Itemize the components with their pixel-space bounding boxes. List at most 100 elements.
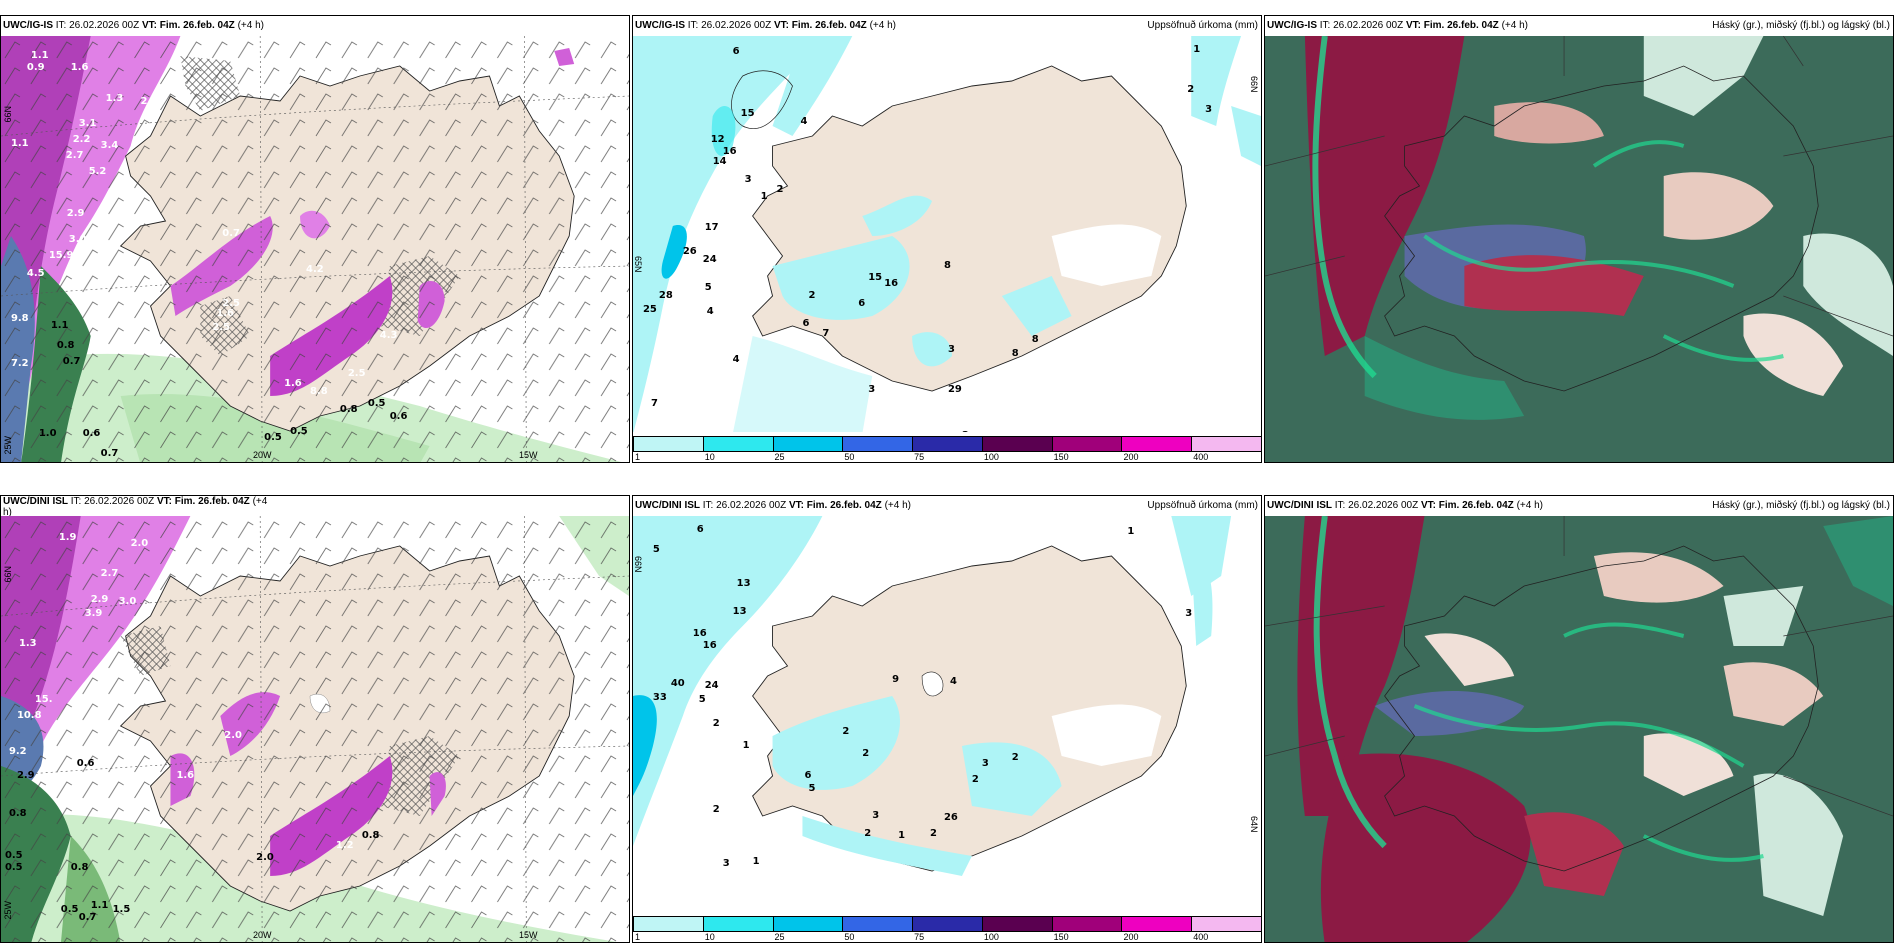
precip-label: 8: [944, 260, 951, 271]
snow-label: 0.5: [368, 398, 386, 409]
snow-label: 0.5: [264, 432, 282, 443]
snow-label: 0.5: [5, 850, 23, 861]
snow-label: 9.8: [11, 313, 29, 324]
clouds-map: [1265, 516, 1893, 942]
precip-label: 2: [962, 430, 969, 434]
precip-label: 16: [703, 640, 717, 651]
snow-label: 0.8: [340, 404, 358, 415]
precip-label: 1: [1193, 44, 1200, 55]
colorbar-tick: 10: [704, 452, 715, 462]
precip-label: 16: [723, 146, 737, 157]
snow-label: 7.2: [11, 358, 29, 369]
precip-label: 5: [808, 783, 815, 794]
colorbar-tick: 50: [844, 452, 855, 462]
snow-label: 3.1: [79, 118, 97, 129]
precip-label: 1: [753, 856, 760, 867]
panel-clouds-dini: UWC/DINI ISL IT: 26.02.2026 00Z VT: Fim.…: [1264, 495, 1894, 943]
colorbar-swatch: [772, 916, 844, 932]
precip-label: 2: [864, 828, 871, 839]
precip-label: 3: [982, 758, 989, 769]
precip-label: 6: [733, 46, 740, 57]
colorbar-tick: 200: [1123, 452, 1139, 462]
lon-label: 20W: [253, 930, 272, 940]
precip-label: 26: [683, 246, 697, 257]
precip-label: 2: [842, 726, 849, 737]
precip-label: 7: [651, 398, 658, 409]
precip-label: 28: [659, 290, 673, 301]
snow-label: 0.7: [63, 356, 81, 367]
precip-colorbar: 1 10 25 50 75 100 150 200 400: [633, 912, 1261, 942]
panel-clouds-ig-is: UWC/IG-IS IT: 26.02.2026 00Z VT: Fim. 26…: [1264, 15, 1894, 463]
snow-label: 0.6: [390, 411, 408, 422]
precip-label: 25: [643, 304, 657, 315]
snow-label: 4.2: [306, 264, 324, 275]
snow-label: 1.1: [91, 900, 109, 911]
precip-label: 3: [745, 174, 752, 185]
precipitation-map: 6 5 13 16 13 16 40 33 24 5 2 1 2 6 5 9 4…: [633, 516, 1261, 914]
precip-label: 40: [671, 678, 685, 689]
snow-label: 2.3: [141, 96, 159, 107]
lon-label: 25W: [3, 901, 13, 920]
lon-label: 15W: [519, 930, 538, 940]
colorbar-tick: 75: [914, 932, 925, 942]
precip-label: 14: [713, 156, 727, 167]
snow-label: 3.4: [101, 140, 119, 151]
snow-label: 2.7: [101, 568, 119, 579]
precip-label: 15: [868, 272, 882, 283]
precip-label: 2: [713, 718, 720, 729]
snow-label: 0.8: [57, 340, 75, 351]
colorbar-swatch: [842, 916, 914, 932]
snow-label: 1.2: [336, 840, 354, 851]
precip-label: 3: [1185, 608, 1192, 619]
precip-label: 24: [703, 254, 717, 265]
snow-label: 3.0: [69, 234, 87, 245]
colorbar-swatch: [1121, 436, 1193, 452]
snow-label: 2.5: [348, 368, 366, 379]
snow-label: 2.7: [66, 150, 84, 161]
precip-label: 12: [711, 134, 725, 145]
snow-label: 10.8: [17, 710, 42, 721]
colorbar-swatch: [842, 436, 914, 452]
colorbar-swatch: [981, 436, 1053, 452]
panel-snow-wind-dini: UWC/DINI ISL IT: 26.02.2026 00Z VT: Fim.…: [0, 495, 630, 943]
snow-label: 2.9: [91, 594, 109, 605]
precip-label: 6: [858, 298, 865, 309]
colorbar-tick: 1: [635, 932, 641, 942]
snow-label: 1.3: [19, 638, 37, 649]
lat-label: 65N: [633, 256, 643, 273]
precip-label: 4: [707, 306, 714, 317]
precip-label: 29: [948, 384, 962, 395]
colorbar-swatch: [1051, 916, 1123, 932]
snow-label: 2.9: [67, 208, 85, 219]
precip-label: 3: [872, 810, 879, 821]
precip-label: 3: [868, 384, 875, 395]
snow-label: 4.3: [380, 330, 398, 341]
snow-label: 2.2: [73, 134, 91, 145]
colorbar-tick: 200: [1123, 932, 1139, 942]
snow-label: 0.9: [27, 62, 45, 73]
snow-label: 1.6: [71, 62, 89, 73]
snow-label: 5.2: [89, 166, 107, 177]
colorbar-swatch: [1051, 436, 1123, 452]
precip-colorbar: 1 10 25 50 75 100 150 200 400: [633, 432, 1261, 462]
colorbar-swatch: [772, 436, 844, 452]
colorbar-tick: 400: [1193, 452, 1209, 462]
precip-label: 3: [948, 344, 955, 355]
snow-label: 15.9: [49, 250, 74, 261]
colorbar-tick: 10: [704, 932, 715, 942]
precip-label: 2: [862, 748, 869, 759]
snow-label: 2.0: [131, 538, 149, 549]
snow-label: 0.5: [61, 904, 79, 915]
lat-label: 64N: [1249, 816, 1259, 833]
panel-header: UWC/IG-IS IT: 26.02.2026 00Z VT: Fim. 26…: [1265, 16, 1893, 36]
colorbar-swatch: [981, 916, 1053, 932]
snow-label: 1.9: [59, 532, 77, 543]
precip-label: 13: [737, 578, 751, 589]
precip-label: 5: [705, 282, 712, 293]
clouds-map: [1265, 36, 1893, 462]
snow-label: 0.8: [9, 808, 27, 819]
precip-label: 1: [743, 740, 750, 751]
snow-label: 0.8: [71, 862, 89, 873]
precip-label: 7: [822, 328, 829, 339]
precip-label: 6: [697, 524, 704, 535]
